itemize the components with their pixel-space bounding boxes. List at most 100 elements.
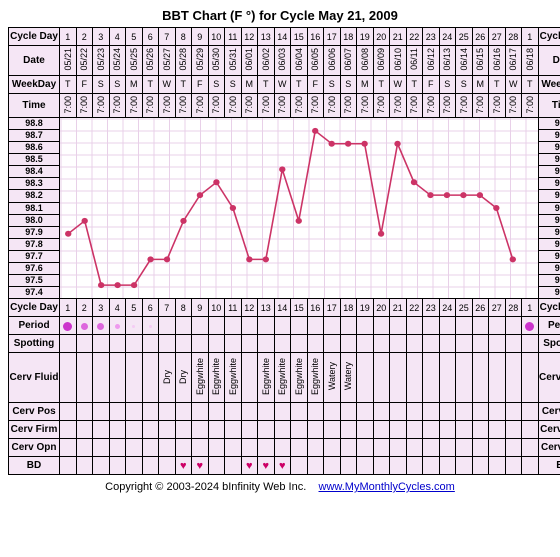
spotting-cell bbox=[472, 335, 489, 353]
spotting-cell bbox=[109, 335, 126, 353]
cycleDay-cell: 24 bbox=[439, 299, 456, 317]
cycleDay-cell: 6 bbox=[142, 299, 159, 317]
spotting-cell bbox=[505, 335, 522, 353]
bd-label-right: BD bbox=[538, 457, 560, 475]
date-cell: 05/26 bbox=[142, 46, 159, 76]
cycleDay-cell: 2 bbox=[76, 299, 93, 317]
temp-scale-right: 98.5 bbox=[538, 154, 560, 166]
cycleDay-cell: 7 bbox=[159, 28, 176, 46]
period-cell bbox=[406, 317, 423, 335]
bd-cell bbox=[93, 457, 110, 475]
weekday-label-right: WeekDay bbox=[538, 75, 560, 93]
weekday-cell: M bbox=[241, 75, 258, 93]
cervFirm-cell bbox=[208, 421, 225, 439]
bd-cell bbox=[373, 457, 390, 475]
cycleDay-cell: 26 bbox=[472, 28, 489, 46]
date-cell: 06/18 bbox=[522, 46, 539, 76]
cervFirm-cell bbox=[505, 421, 522, 439]
cervOpn-cell bbox=[76, 439, 93, 457]
spotting-cell bbox=[522, 335, 539, 353]
spotting-cell bbox=[324, 335, 341, 353]
cervOpn-cell bbox=[175, 439, 192, 457]
weekday-cell: S bbox=[208, 75, 225, 93]
date-cell: 06/06 bbox=[324, 46, 341, 76]
heart-icon: ♥ bbox=[262, 460, 269, 472]
cervFluid-cell bbox=[423, 353, 440, 403]
cycleDay-cell: 7 bbox=[159, 299, 176, 317]
weekday-cell: S bbox=[340, 75, 357, 93]
cycleDay-cell: 28 bbox=[505, 28, 522, 46]
cycleDay-cell: 11 bbox=[225, 28, 242, 46]
date-cell: 06/07 bbox=[340, 46, 357, 76]
period-cell bbox=[142, 317, 159, 335]
spotting-cell bbox=[373, 335, 390, 353]
bd-cell bbox=[505, 457, 522, 475]
time-cell: 7:00 bbox=[241, 93, 258, 118]
cervFirm-cell bbox=[291, 421, 308, 439]
copyright-text: Copyright © 2003-2024 bInfinity Web Inc. bbox=[105, 481, 306, 493]
cervFirm-cell bbox=[109, 421, 126, 439]
cycleDay-cell: 23 bbox=[423, 299, 440, 317]
cervPos-cell bbox=[406, 403, 423, 421]
cervPos-cell bbox=[439, 403, 456, 421]
weekday-cell: F bbox=[192, 75, 209, 93]
cervFirm-cell bbox=[340, 421, 357, 439]
bd-cell bbox=[472, 457, 489, 475]
time-cell: 7:00 bbox=[324, 93, 341, 118]
temp-scale-right: 98.0 bbox=[538, 214, 560, 226]
cervFirm-cell bbox=[324, 421, 341, 439]
time-cell: 7:00 bbox=[489, 93, 506, 118]
period-cell bbox=[340, 317, 357, 335]
website-link[interactable]: www.MyMonthlyCycles.com bbox=[319, 481, 455, 493]
period-cell bbox=[208, 317, 225, 335]
time-cell: 7:00 bbox=[109, 93, 126, 118]
cervFirm-cell bbox=[159, 421, 176, 439]
time-cell: 7:00 bbox=[373, 93, 390, 118]
cervPos-cell bbox=[522, 403, 539, 421]
cycleDay-cell: 12 bbox=[241, 299, 258, 317]
cervOpn-cell bbox=[274, 439, 291, 457]
cervPos-cell bbox=[126, 403, 143, 421]
cycleDay-cell: 16 bbox=[307, 28, 324, 46]
period-cell bbox=[274, 317, 291, 335]
temp-scale-left: 98.6 bbox=[9, 142, 60, 154]
cervPos-cell bbox=[241, 403, 258, 421]
cervOpn-cell bbox=[307, 439, 324, 457]
bd-cell bbox=[225, 457, 242, 475]
heart-icon: ♥ bbox=[180, 460, 187, 472]
spotting-cell bbox=[126, 335, 143, 353]
time-cell: 7:00 bbox=[142, 93, 159, 118]
bd-cell bbox=[456, 457, 473, 475]
cycleDay-cell: 15 bbox=[291, 28, 308, 46]
weekday-cell: T bbox=[258, 75, 275, 93]
cervOpn-cell bbox=[93, 439, 110, 457]
date-cell: 05/30 bbox=[208, 46, 225, 76]
cycleDay-cell: 1 bbox=[60, 28, 77, 46]
spotting-cell bbox=[192, 335, 209, 353]
cervFluid-cell bbox=[456, 353, 473, 403]
cervOpn-cell bbox=[225, 439, 242, 457]
time-cell: 7:00 bbox=[274, 93, 291, 118]
time-cell: 7:00 bbox=[175, 93, 192, 118]
cycleDay-label-right: Cycle Day bbox=[538, 299, 560, 317]
cervFluid-cell bbox=[439, 353, 456, 403]
date-cell: 06/16 bbox=[489, 46, 506, 76]
cycleDay-cell: 19 bbox=[357, 28, 374, 46]
cervPos-cell bbox=[505, 403, 522, 421]
date-cell: 05/29 bbox=[192, 46, 209, 76]
date-cell: 06/10 bbox=[390, 46, 407, 76]
cycleDay-cell: 1 bbox=[60, 299, 77, 317]
temp-scale-left: 97.8 bbox=[9, 238, 60, 250]
cervPos-cell bbox=[291, 403, 308, 421]
cycleDay-cell: 5 bbox=[126, 299, 143, 317]
weekday-cell: T bbox=[60, 75, 77, 93]
cervFirm-cell bbox=[522, 421, 539, 439]
weekday-cell: T bbox=[291, 75, 308, 93]
spotting-cell bbox=[274, 335, 291, 353]
cycleDay-cell: 3 bbox=[93, 28, 110, 46]
period-cell bbox=[225, 317, 242, 335]
spotting-cell bbox=[439, 335, 456, 353]
period-cell bbox=[505, 317, 522, 335]
period-cell bbox=[93, 317, 110, 335]
cervOpn-cell bbox=[291, 439, 308, 457]
